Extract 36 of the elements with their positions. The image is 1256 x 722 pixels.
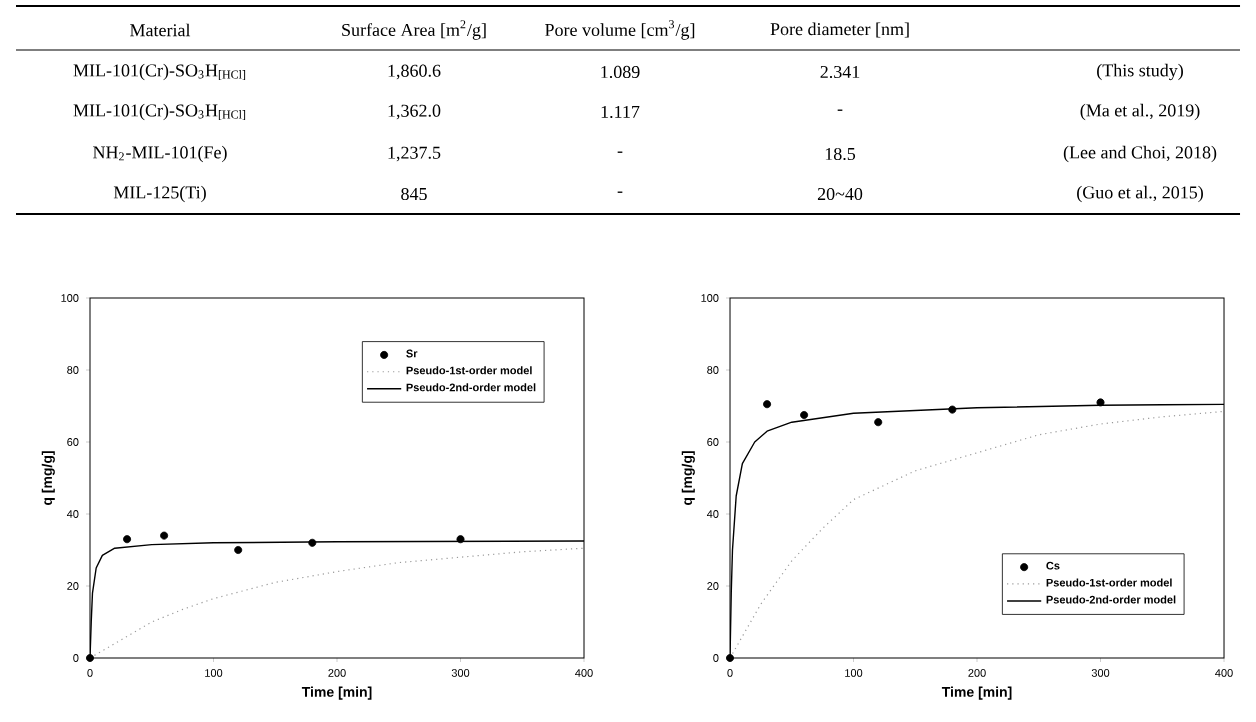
text: 1,860.6 bbox=[388, 64, 441, 80]
text: Pore diameter [nm] bbox=[770, 22, 909, 38]
point bbox=[763, 400, 772, 409]
text: MIL-101(Cr)-SO$_{3}$H$_{[HCl]}$ bbox=[73, 103, 246, 121]
point bbox=[308, 538, 317, 547]
text: - bbox=[617, 151, 623, 153]
point bbox=[800, 411, 809, 419]
text: Pore volume [cm$^{3}$/g] bbox=[545, 20, 695, 40]
text: 1.089 bbox=[601, 65, 640, 79]
text: (Lee and Choi, 2018) bbox=[1063, 145, 1217, 163]
text: MIL-125(Ti) bbox=[113, 185, 206, 203]
text: 18.5 bbox=[825, 147, 856, 161]
text: Material bbox=[130, 23, 191, 37]
text: - bbox=[837, 109, 843, 111]
point bbox=[160, 531, 169, 540]
text: (This study) bbox=[1097, 63, 1183, 81]
text: MIL-101(Cr)-SO$_{3}$H$_{[HCl]}$ bbox=[73, 63, 246, 81]
text: 1.117 bbox=[601, 105, 640, 119]
text: 1,237.5 bbox=[388, 146, 441, 162]
point bbox=[234, 546, 243, 555]
point bbox=[874, 418, 883, 427]
text: 2.341 bbox=[820, 65, 860, 79]
point bbox=[948, 405, 957, 414]
text: Surface Area [m$^{2}$/g] bbox=[342, 20, 486, 40]
text: NH$_{2}$-MIL-101(Fe) bbox=[93, 145, 227, 163]
text: 20~40 bbox=[817, 187, 863, 201]
text: (Guo et al., 2015) bbox=[1077, 185, 1203, 203]
point bbox=[123, 535, 132, 544]
point bbox=[86, 654, 94, 663]
point bbox=[726, 654, 735, 663]
text: 1,362.0 bbox=[388, 104, 441, 120]
text: 845 bbox=[401, 187, 427, 201]
text: - bbox=[617, 191, 623, 193]
text: (Ma et al., 2019) bbox=[1080, 103, 1200, 121]
point bbox=[1096, 398, 1105, 407]
point bbox=[456, 535, 465, 544]
